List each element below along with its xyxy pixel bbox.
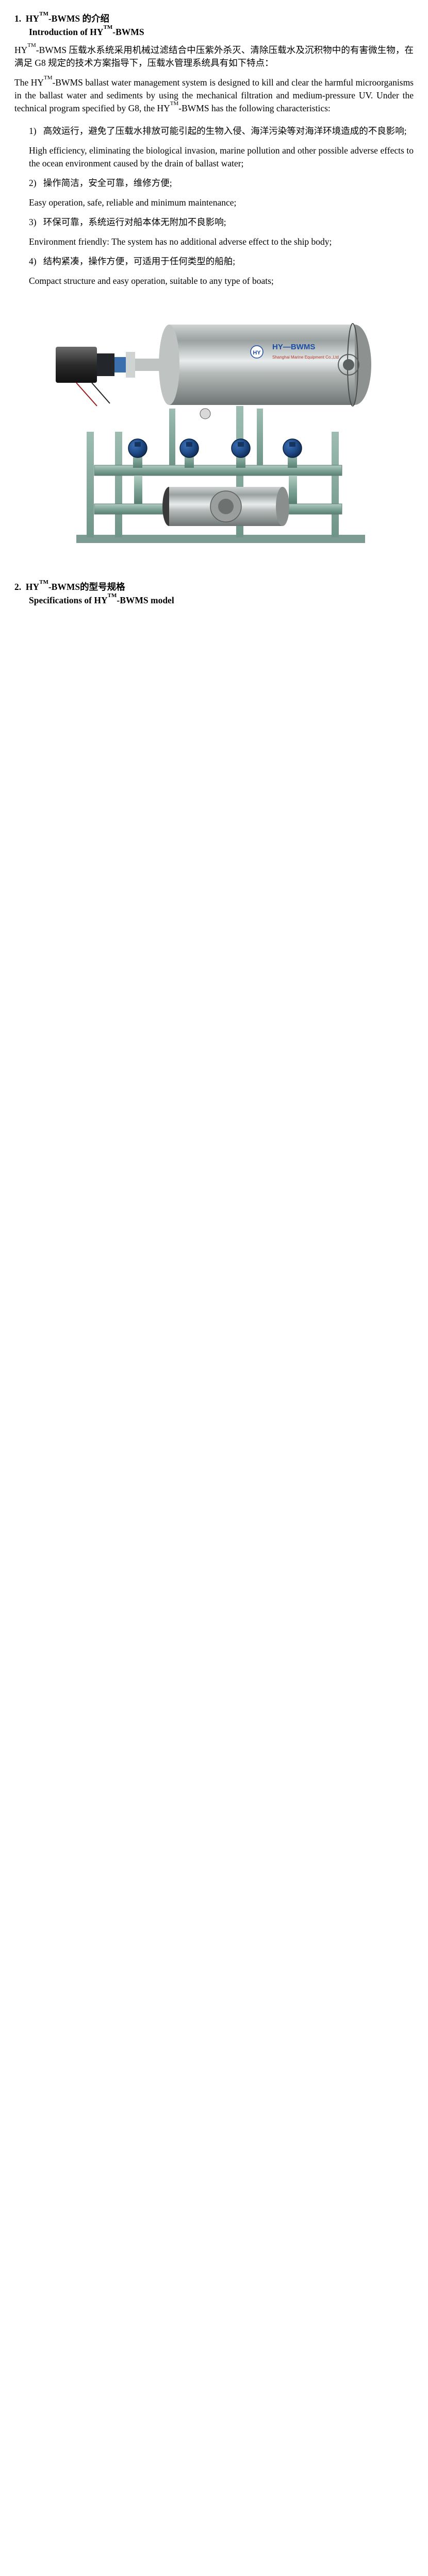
svg-text:Shanghai Marine Equipment Co.,: Shanghai Marine Equipment Co.,Ltd [272,355,339,360]
svg-text:HY—BWMS: HY—BWMS [272,343,315,351]
svg-text:HY: HY [253,350,261,356]
